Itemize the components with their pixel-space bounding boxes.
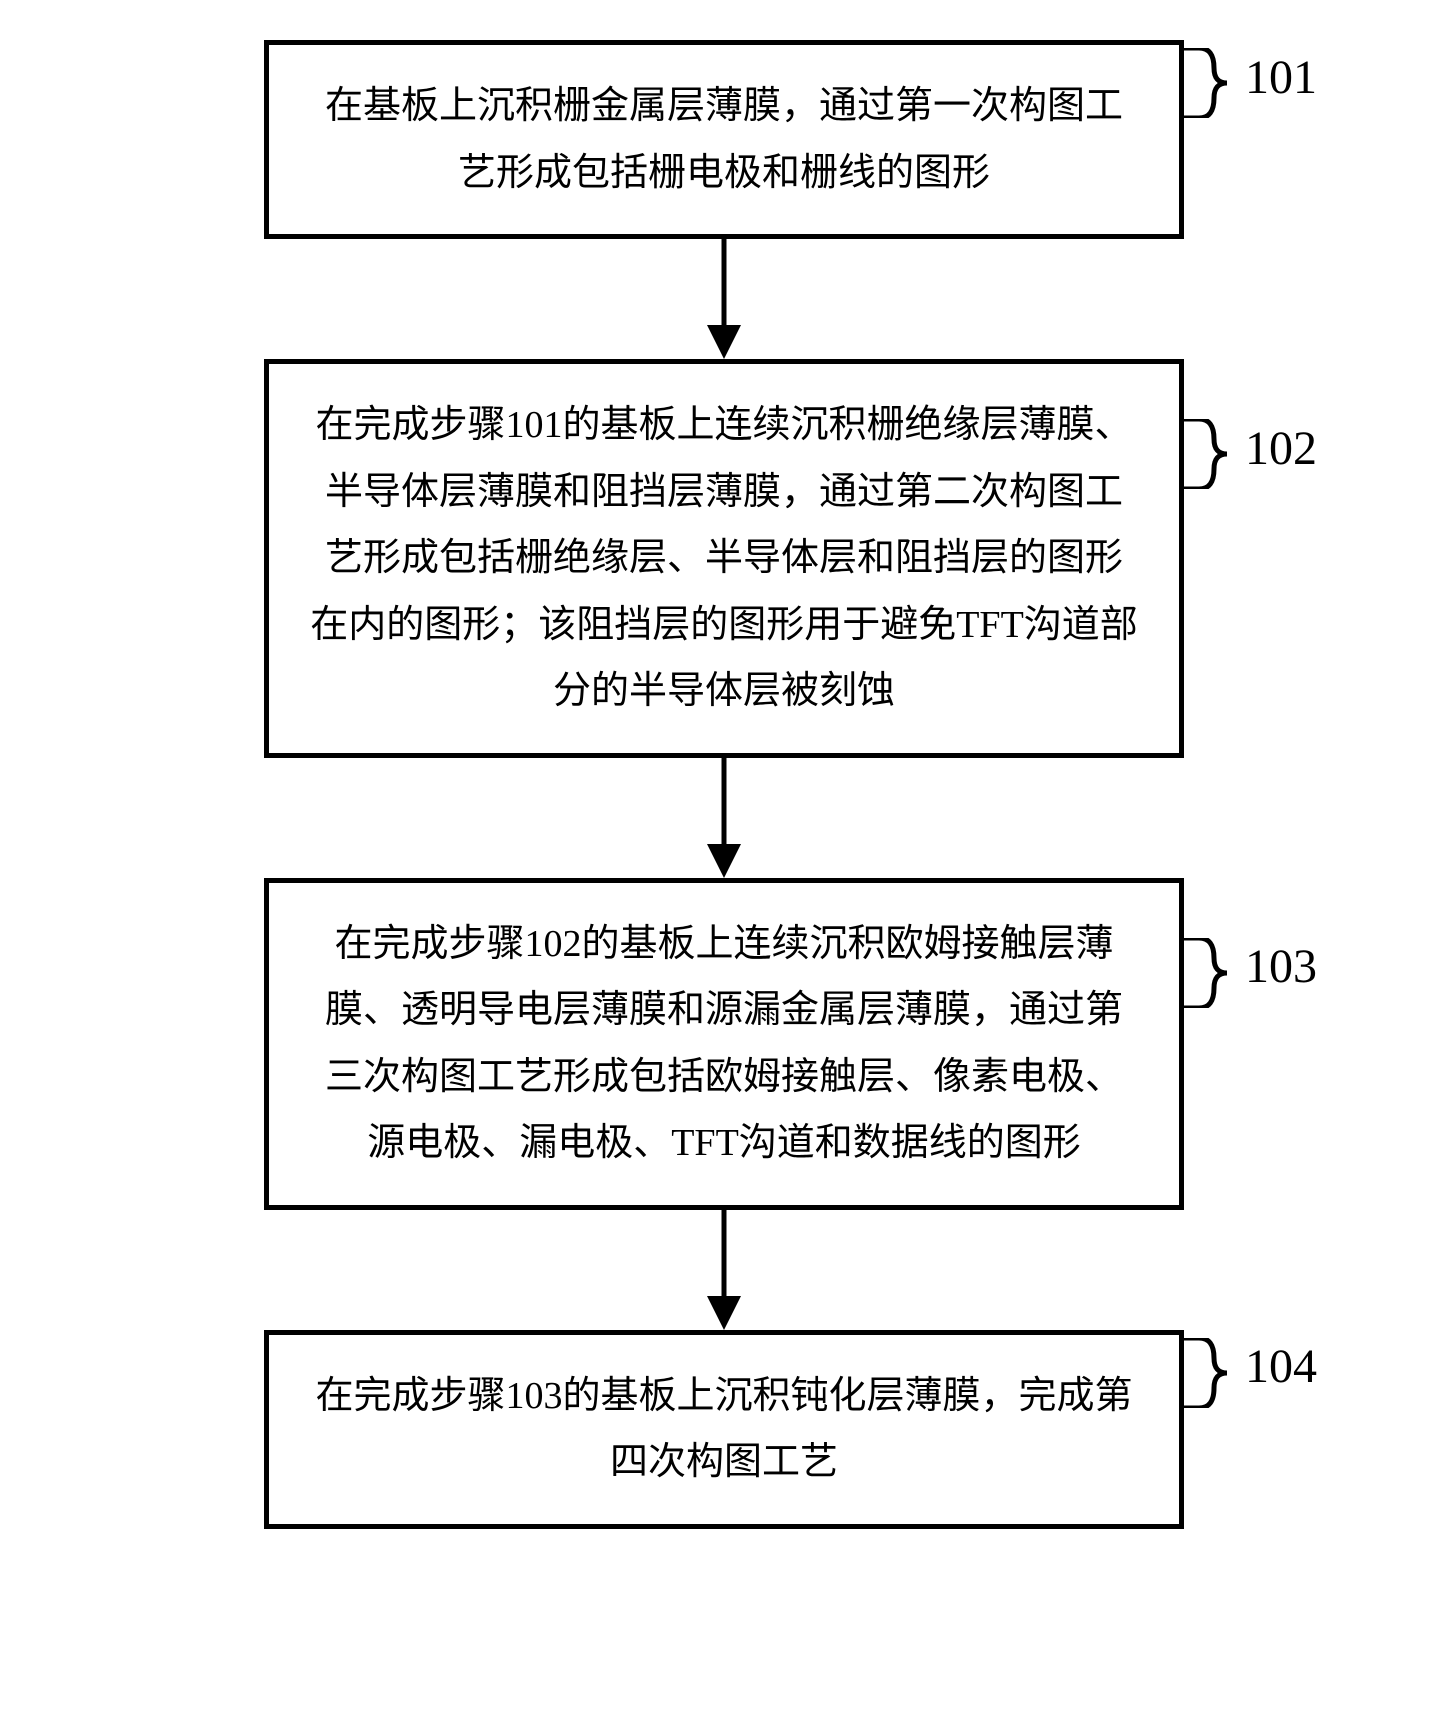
- left-spacer: [24, 359, 264, 758]
- label-column: 101: [1184, 40, 1424, 239]
- bracket-icon: [1179, 419, 1239, 489]
- arrow-down-icon: [699, 758, 749, 878]
- arrow-connector: [20, 1210, 1428, 1330]
- step-label: 101: [1245, 50, 1317, 105]
- flowchart-row: 在完成步骤101的基板上连续沉积栅绝缘层薄膜、半导体层薄膜和阻挡层薄膜，通过第二…: [20, 359, 1428, 758]
- flowchart-row: 在完成步骤102的基板上连续沉积欧姆接触层薄膜、透明导电层薄膜和源漏金属层薄膜，…: [20, 878, 1428, 1210]
- step-box-103: 在完成步骤102的基板上连续沉积欧姆接触层薄膜、透明导电层薄膜和源漏金属层薄膜，…: [264, 878, 1184, 1210]
- arrow-connector: [20, 239, 1428, 359]
- step-box-104: 在完成步骤103的基板上沉积钝化层薄膜，完成第四次构图工艺: [264, 1330, 1184, 1529]
- label-column: 104: [1184, 1330, 1424, 1529]
- flowchart-row: 在基板上沉积栅金属层薄膜，通过第一次构图工艺形成包括栅电极和栅线的图形 101: [20, 40, 1428, 239]
- arrow-connector: [20, 758, 1428, 878]
- left-spacer: [24, 40, 264, 239]
- flowchart-row: 在完成步骤103的基板上沉积钝化层薄膜，完成第四次构图工艺 104: [20, 1330, 1428, 1529]
- callout-bracket: 102: [1179, 419, 1317, 489]
- bracket-icon: [1179, 48, 1239, 118]
- callout-bracket: 103: [1179, 938, 1317, 1008]
- label-column: 102: [1184, 359, 1424, 758]
- bracket-icon: [1179, 1338, 1239, 1408]
- step-box-101: 在基板上沉积栅金属层薄膜，通过第一次构图工艺形成包括栅电极和栅线的图形: [264, 40, 1184, 239]
- step-label: 103: [1245, 939, 1317, 994]
- step-box-102: 在完成步骤101的基板上连续沉积栅绝缘层薄膜、半导体层薄膜和阻挡层薄膜，通过第二…: [264, 359, 1184, 758]
- callout-bracket: 104: [1179, 1338, 1317, 1408]
- arrow-down-icon: [699, 1210, 749, 1330]
- step-label: 102: [1245, 421, 1317, 476]
- flowchart-container: 在基板上沉积栅金属层薄膜，通过第一次构图工艺形成包括栅电极和栅线的图形 101 …: [20, 40, 1428, 1529]
- step-label: 104: [1245, 1339, 1317, 1394]
- bracket-icon: [1179, 938, 1239, 1008]
- label-column: 103: [1184, 878, 1424, 1210]
- left-spacer: [24, 878, 264, 1210]
- left-spacer: [24, 1330, 264, 1529]
- callout-bracket: 101: [1179, 48, 1317, 118]
- arrow-down-icon: [699, 239, 749, 359]
